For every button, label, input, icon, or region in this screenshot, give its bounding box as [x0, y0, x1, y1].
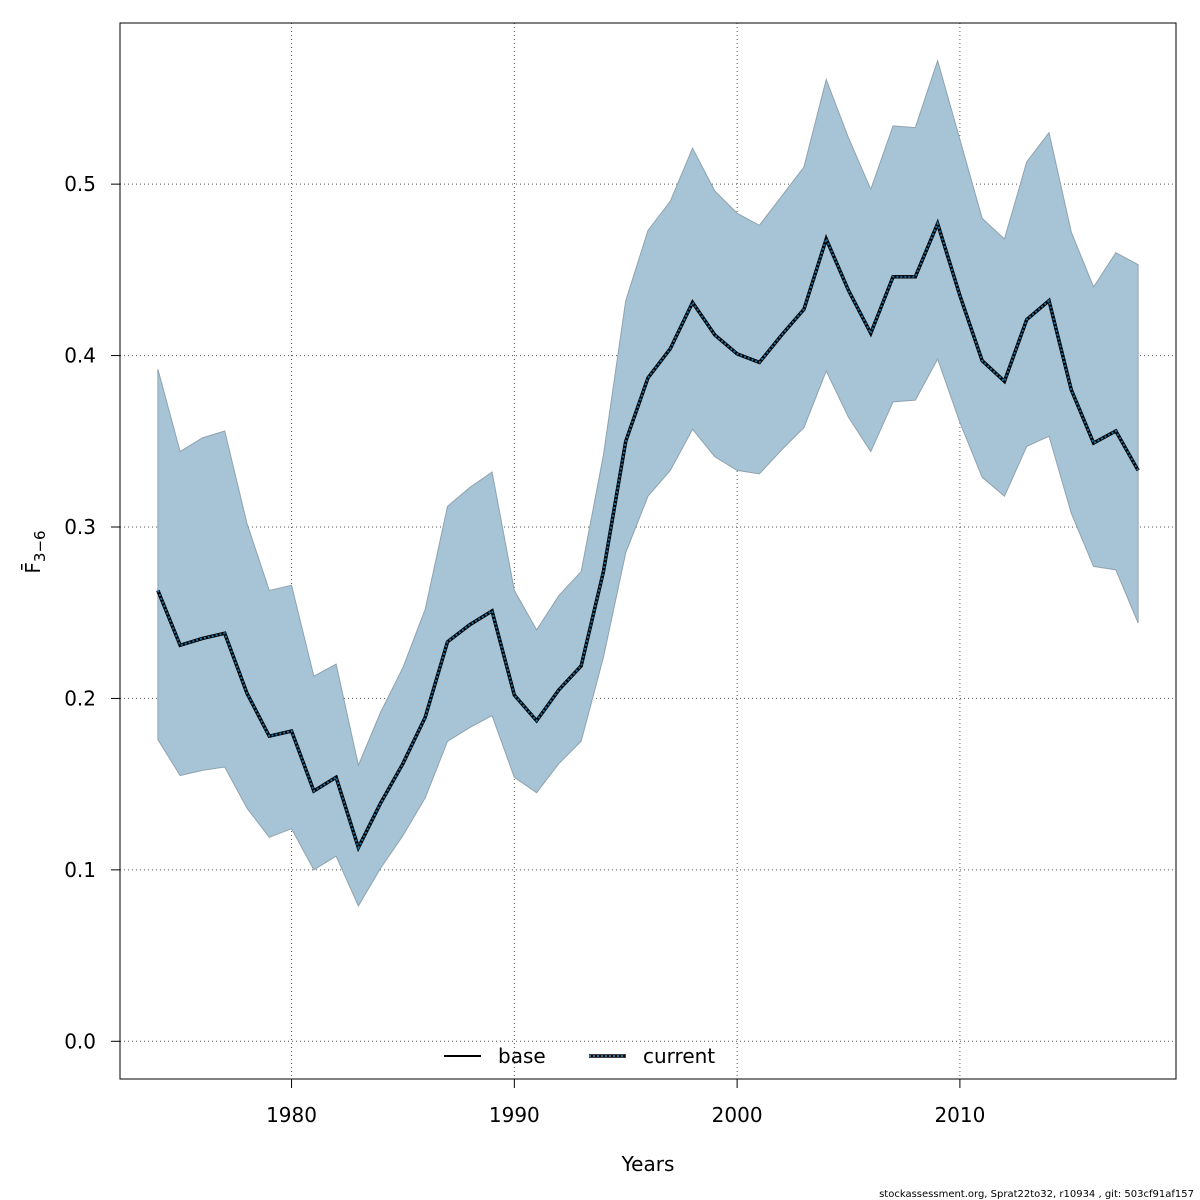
- x-tick-label: 1980: [266, 1103, 317, 1127]
- y-axis-title-subscript: 3−6: [31, 530, 49, 562]
- y-tick-label: 0.1: [64, 858, 96, 882]
- x-tick-label: 1990: [489, 1103, 540, 1127]
- legend: base current: [444, 1044, 715, 1068]
- grid: [120, 23, 1176, 1079]
- confidence-band-layer: [157, 59, 1139, 907]
- y-axis-title-main: F̄: [20, 562, 45, 574]
- y-axis: 0.0 0.1 0.2 0.3 0.4 0.5: [64, 172, 120, 1053]
- x-tick-label: 2000: [712, 1103, 763, 1127]
- y-tick-label: 0.3: [64, 515, 96, 539]
- x-axis: 1980 1990 2000 2010: [266, 1079, 985, 1127]
- x-tick-label: 2010: [934, 1103, 985, 1127]
- legend-label-current: current: [643, 1044, 715, 1068]
- y-tick-label: 0.5: [64, 172, 96, 196]
- footer-credit: stockassessment.org, Sprat22to32, r10934…: [879, 1189, 1194, 1200]
- confidence-band: [157, 59, 1139, 907]
- svg-text:F̄3−6: F̄3−6: [20, 530, 49, 573]
- legend-label-base: base: [498, 1044, 546, 1068]
- series-line-current: [156, 220, 1139, 851]
- plot-frame: [119, 22, 1177, 1080]
- y-axis-title: F̄3−6: [20, 530, 49, 573]
- x-axis-title: Years: [621, 1152, 675, 1176]
- y-tick-label: 0.0: [64, 1029, 96, 1053]
- series-layer: [156, 218, 1140, 853]
- y-tick-label: 0.4: [64, 344, 96, 368]
- y-tick-label: 0.2: [64, 686, 96, 710]
